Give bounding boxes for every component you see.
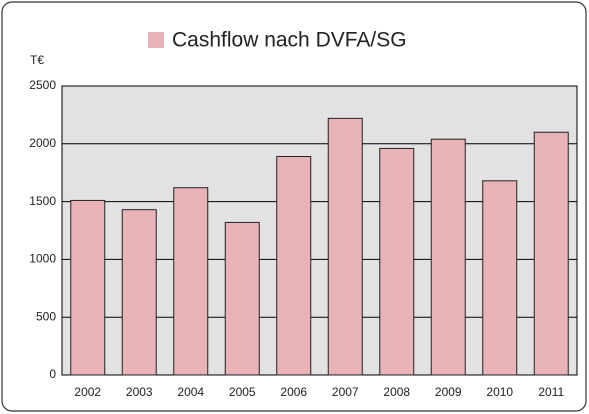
x-tick-label: 2008 bbox=[383, 385, 410, 399]
bar bbox=[482, 180, 518, 376]
x-tick-label: 2011 bbox=[538, 385, 564, 399]
x-tick-label: 2009 bbox=[435, 385, 462, 399]
bar bbox=[430, 138, 466, 376]
x-tick-label: 2002 bbox=[74, 385, 101, 399]
bar bbox=[379, 147, 415, 376]
y-tick-label: 2000 bbox=[29, 136, 56, 150]
x-tick-label: 2004 bbox=[177, 385, 204, 399]
y-tick-label: 1500 bbox=[29, 194, 56, 208]
bar bbox=[533, 131, 569, 376]
bar bbox=[276, 156, 312, 376]
y-tick-label: 500 bbox=[36, 309, 56, 323]
x-tick-label: 2007 bbox=[332, 385, 359, 399]
bar bbox=[327, 117, 363, 376]
legend-label: Cashflow nach DVFA/SG bbox=[172, 29, 407, 52]
y-axis-label: T€ bbox=[30, 53, 44, 67]
y-tick-label: 0 bbox=[49, 367, 56, 381]
legend-swatch bbox=[148, 32, 164, 48]
x-tick-label: 2005 bbox=[229, 385, 256, 399]
x-tick-label: 2010 bbox=[486, 385, 513, 399]
bar bbox=[70, 199, 106, 376]
bar bbox=[173, 187, 209, 376]
y-tick-label: 1000 bbox=[29, 252, 56, 266]
x-tick-label: 2003 bbox=[126, 385, 153, 399]
bar bbox=[121, 209, 157, 376]
x-tick-label: 2006 bbox=[280, 385, 307, 399]
y-tick-label: 2500 bbox=[29, 78, 56, 92]
bar bbox=[224, 221, 260, 376]
